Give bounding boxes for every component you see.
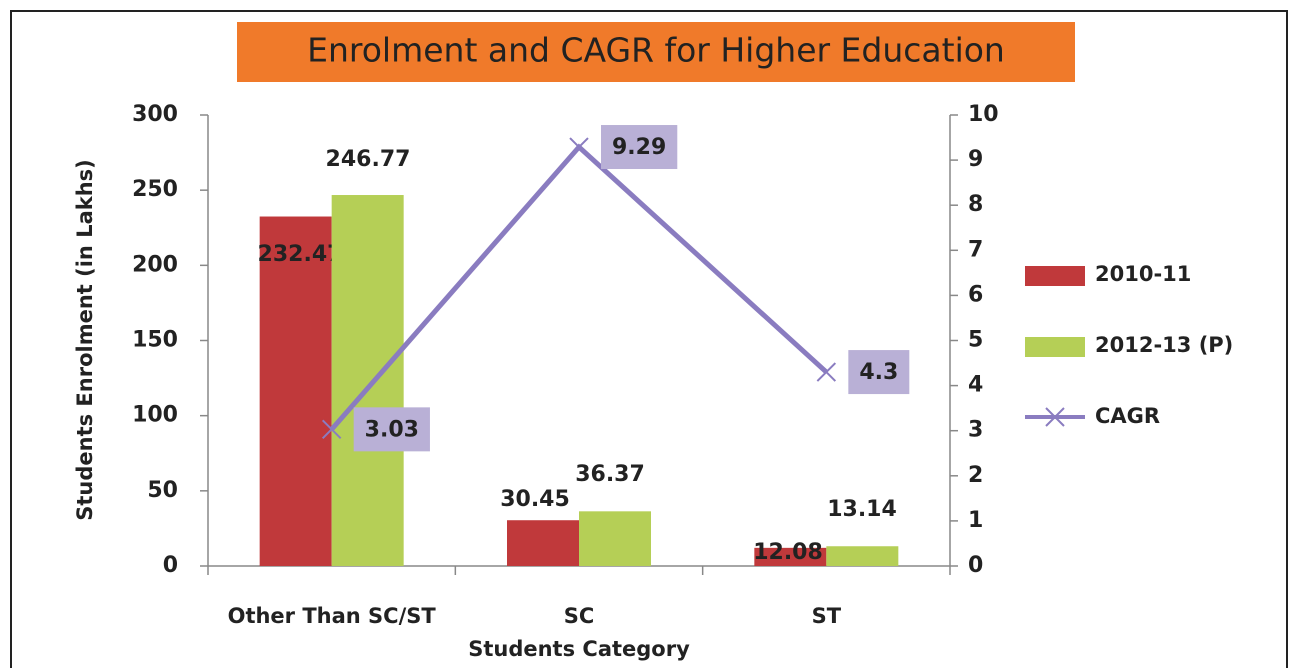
data-label: 4.3: [859, 360, 898, 385]
bar: [331, 195, 404, 566]
data-label: 30.45: [500, 487, 570, 512]
y2-tick-label: 10: [968, 102, 999, 127]
y2-tick-label: 3: [968, 418, 983, 443]
x-tick-label: ST: [812, 604, 842, 628]
y2-tick-label: 0: [968, 553, 983, 578]
data-label-box: [601, 125, 678, 170]
marker: [816, 362, 837, 382]
y-axis-label: Students Enrolment (in Lakhs): [73, 159, 97, 521]
chart-title: Enrolment and CAGR for Higher Education: [307, 31, 1005, 70]
y2-tick-label: 9: [968, 147, 983, 172]
y2-tick-label: 1: [968, 508, 983, 533]
data-label-box: [353, 407, 430, 452]
marker: [321, 419, 342, 440]
y2-tick-label: 7: [968, 237, 983, 262]
y-tick-label: 300: [132, 102, 178, 127]
y-tick-label: 0: [163, 553, 178, 578]
bar: [826, 546, 899, 566]
x-axis-label: Students Category: [468, 637, 690, 661]
bar: [754, 547, 827, 566]
data-label: 9.29: [612, 135, 666, 160]
bar: [507, 520, 579, 566]
bar: [259, 216, 332, 567]
x-tick-label: Other Than SC/ST: [228, 604, 437, 628]
data-label-box: [848, 350, 910, 395]
x-tick-label: SC: [564, 604, 595, 628]
legend-label: 2012-13 (P): [1095, 333, 1233, 357]
data-label: 36.37: [575, 462, 645, 487]
data-label: 232.47: [258, 242, 343, 267]
marker: [569, 137, 589, 157]
y2-tick-label: 2: [968, 463, 983, 488]
y-tick-label: 200: [132, 252, 178, 277]
data-label: 246.77: [326, 147, 411, 172]
bar: [579, 511, 651, 566]
y2-tick-label: 8: [968, 192, 983, 217]
legend-label: CAGR: [1095, 404, 1160, 428]
data-label: 3.03: [365, 417, 419, 442]
y2-tick-label: 6: [968, 282, 983, 307]
data-label: 12.08: [753, 540, 823, 565]
y-tick-label: 250: [132, 177, 178, 202]
title-box: [237, 22, 1075, 82]
legend-marker: [1045, 407, 1065, 427]
y-tick-label: 50: [147, 478, 178, 503]
legend-swatch: [1025, 337, 1085, 357]
y2-tick-label: 4: [968, 373, 983, 398]
y2-tick-label: 5: [968, 328, 983, 353]
y-tick-label: 100: [132, 403, 178, 428]
legend-swatch: [1025, 266, 1085, 286]
legend-label: 2010-11: [1095, 262, 1191, 286]
y-tick-label: 150: [132, 328, 178, 353]
data-label: 13.14: [827, 497, 897, 522]
